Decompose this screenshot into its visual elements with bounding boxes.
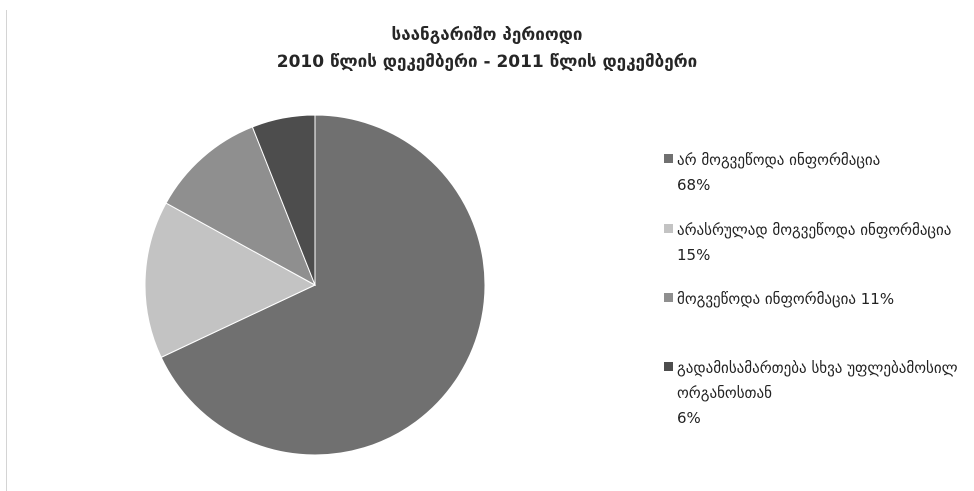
legend-swatch (664, 293, 673, 302)
legend-item-not-provided: არ მოგვეწოდა ინფორმაცია 68% (664, 148, 964, 198)
legend-item-partially-provided: არასრულად მოგვეწოდა ინფორმაცია 15% (664, 218, 964, 268)
legend-value: 68% (677, 176, 711, 194)
pie-slice-redirected (251, 114, 316, 286)
pie-slice-partially-provided (144, 202, 317, 359)
legend-value: 6% (677, 409, 701, 427)
chart-frame-border (6, 10, 7, 491)
legend-label: გადამისამართება სხვა უფლებამოსილ ორგანოს… (677, 359, 958, 402)
chart-title: საანგარიშო პერიოდი 2010 წლის დეკემბერი -… (0, 22, 974, 76)
legend-value: 11% (860, 290, 895, 308)
legend-swatch (664, 224, 673, 233)
legend-swatch (664, 362, 673, 371)
pie-chart (144, 114, 486, 456)
legend-label: მოგვეწოდა ინფორმაცია (677, 290, 856, 308)
chart-title-line-1: საანგარიშო პერიოდი (391, 25, 583, 45)
legend-value: 15% (677, 246, 711, 264)
chart-title-line-2: 2010 წლის დეკემბერი - 2011 წლის დეკემბერ… (276, 52, 698, 72)
legend-item-provided: მოგვეწოდა ინფორმაცია 11% (664, 287, 964, 312)
legend-swatch (664, 154, 673, 163)
legend-label: არ მოგვეწოდა ინფორმაცია (677, 151, 881, 169)
legend-label: არასრულად მოგვეწოდა ინფორმაცია (677, 221, 952, 239)
pie-slice-not-provided (160, 114, 486, 456)
legend-item-redirected: გადამისამართება სხვა უფლებამოსილ ორგანოს… (664, 356, 964, 431)
pie-slice-provided (165, 126, 316, 287)
